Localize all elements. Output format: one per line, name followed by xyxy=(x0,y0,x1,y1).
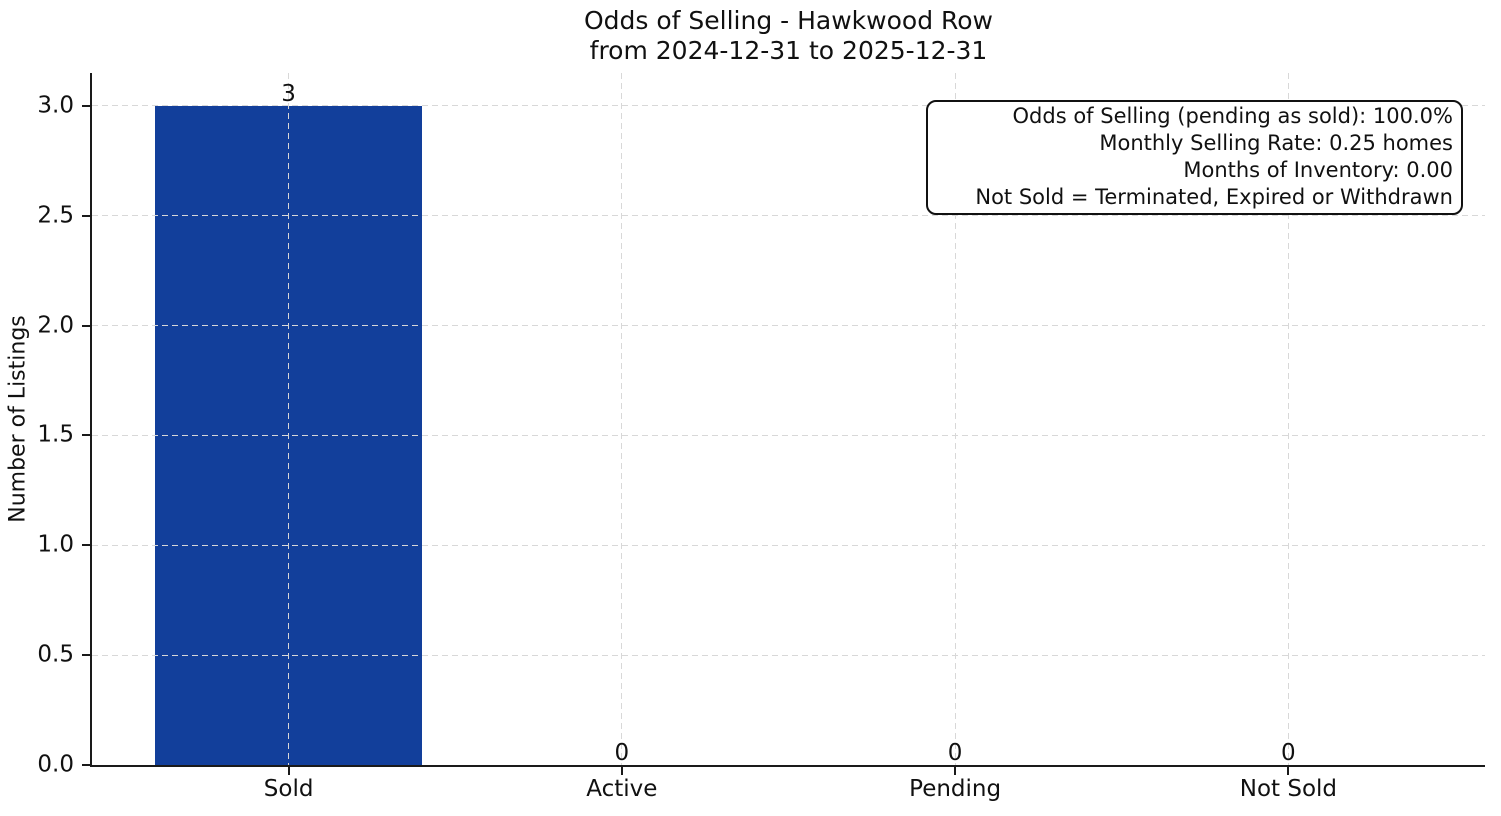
y-gridline xyxy=(92,215,1485,217)
bar-value-label: 0 xyxy=(1281,740,1296,766)
y-gridline xyxy=(92,434,1485,436)
x-tick-label: Sold xyxy=(263,776,314,802)
x-gridline xyxy=(621,73,623,765)
bar-value-label: 3 xyxy=(281,80,296,107)
y-tick xyxy=(82,104,90,107)
chart-title-line-2: from 2024-12-31 to 2025-12-31 xyxy=(589,36,988,65)
annotation-line-odds: Odds of Selling (pending as sold): 100.0… xyxy=(1012,104,1453,128)
x-tick xyxy=(1287,767,1290,775)
y-tick-label: 1.5 xyxy=(37,421,74,448)
y-tick xyxy=(82,214,90,217)
bar-value-label: 0 xyxy=(947,740,963,766)
x-tick xyxy=(620,767,623,775)
annotation-line-notsold-def: Not Sold = Terminated, Expired or Withdr… xyxy=(975,185,1453,209)
x-gridline xyxy=(288,73,290,765)
x-axis-spine xyxy=(90,765,1485,767)
y-tick-label: 3.0 xyxy=(37,92,74,119)
x-tick-label: Pending xyxy=(909,776,1002,802)
y-axis-spine xyxy=(90,73,92,767)
y-gridline xyxy=(92,325,1485,327)
y-tick-label: 0.0 xyxy=(37,751,74,778)
chart-title-line-1: Odds of Selling - Hawkwood Row xyxy=(583,6,994,35)
plot-area: 0.0 0.5 1.0 1.5 2.0 2.5 3.0 Sold 3 Active 0 Pending… xyxy=(37,73,1485,801)
y-axis-label: Number of Listings xyxy=(5,315,31,523)
x-gridline xyxy=(954,73,956,765)
y-tick xyxy=(82,654,90,657)
annotation-line-inventory: Months of Inventory: 0.00 xyxy=(1183,158,1453,182)
y-tick-label: 1.0 xyxy=(37,531,74,558)
x-tick xyxy=(954,767,957,775)
y-tick-label: 2.5 xyxy=(37,202,74,229)
y-tick-label: 2.0 xyxy=(37,312,74,339)
y-gridline xyxy=(92,544,1485,546)
bar-value-label: 0 xyxy=(614,740,630,766)
y-gridline xyxy=(92,654,1485,656)
x-tick-label: Active xyxy=(586,776,658,802)
chart-title: Odds of Selling - Hawkwood Row from 2024… xyxy=(92,6,1485,66)
y-tick xyxy=(82,764,90,766)
x-tick xyxy=(287,767,290,775)
y-tick xyxy=(82,324,90,327)
y-tick-label: 0.5 xyxy=(37,641,74,668)
y-tick xyxy=(82,544,90,547)
y-tick xyxy=(82,434,90,437)
annotation-box: Odds of Selling (pending as sold): 100.0… xyxy=(926,100,1463,215)
y-gridline xyxy=(92,105,1485,107)
x-gridline xyxy=(1287,73,1289,765)
annotation-line-rate: Monthly Selling Rate: 0.25 homes xyxy=(1099,131,1453,155)
x-tick-label: Not Sold xyxy=(1239,776,1338,802)
